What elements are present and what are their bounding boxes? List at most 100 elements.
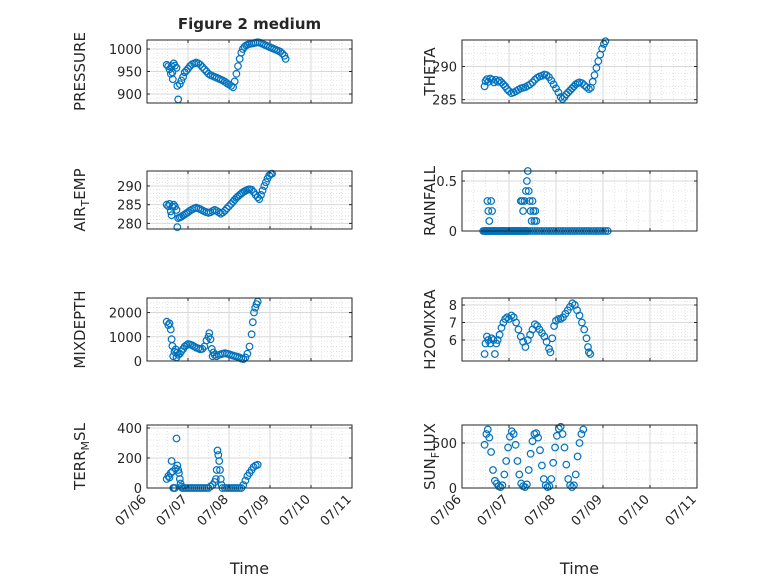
data-point [503, 85, 512, 93]
x-axis-label: Time [559, 559, 599, 578]
data-point [575, 439, 584, 447]
data-point [257, 190, 265, 199]
y-tick-label: 500 [432, 437, 457, 452]
data-point [566, 481, 574, 490]
data-point [507, 311, 516, 320]
data-point [245, 342, 254, 351]
data-point [570, 481, 578, 490]
data-point [518, 197, 527, 205]
data-point [554, 88, 563, 97]
data-point [166, 325, 175, 334]
data-series [162, 297, 262, 364]
data-point [528, 78, 537, 87]
data-point [260, 182, 269, 190]
y-tick-label: 0 [449, 225, 457, 240]
data-point [531, 320, 539, 329]
data-point [554, 315, 563, 323]
subplot-8: 0 500 07/06 07/07 07/08 07/09 07/10 07/11 SUNFLU… [421, 422, 700, 578]
data-point [578, 79, 586, 87]
data-point [491, 350, 499, 358]
data-point [258, 186, 267, 195]
data-point [248, 318, 257, 327]
data-point [522, 187, 530, 195]
data-point [480, 440, 489, 449]
data-point [174, 95, 183, 104]
data-point [526, 80, 534, 89]
y-tick-label: 285 [117, 199, 142, 214]
data-point [234, 62, 242, 70]
data-point [206, 482, 215, 491]
data-point [598, 44, 606, 53]
data-point [232, 69, 241, 78]
subplot-3: 280 285 290 AIRTEMP [71, 168, 353, 232]
data-point [255, 195, 264, 204]
data-point [164, 321, 173, 330]
x-tick-label: 07/09 [569, 492, 606, 529]
data-point [519, 207, 527, 215]
x-tick-label: 07/06 [428, 492, 465, 529]
y-axis-label: PRESSURE [71, 32, 89, 111]
axes-frame [461, 39, 698, 104]
data-point [200, 65, 209, 74]
data-point [220, 206, 229, 215]
data-point [548, 334, 557, 343]
y-axis-label: AIRTEMP [71, 168, 92, 231]
data-point [499, 80, 508, 89]
data-point [207, 345, 216, 353]
data-point [521, 343, 530, 351]
data-point [278, 49, 287, 58]
data-point [578, 318, 586, 327]
data-point [515, 470, 524, 479]
data-point [571, 470, 580, 479]
data-point [542, 337, 551, 346]
data-series [162, 38, 290, 104]
data-point [541, 481, 550, 490]
data-point [487, 448, 496, 456]
data-point [247, 330, 256, 339]
data-point [545, 482, 554, 491]
data-point [513, 457, 522, 465]
data-point [528, 197, 537, 205]
y-axis-label: RAINFALL [421, 165, 439, 236]
data-point [496, 483, 505, 492]
data-point [483, 425, 492, 434]
data-point [592, 63, 601, 72]
data-point [525, 197, 534, 205]
data-point [584, 343, 592, 351]
data-point [225, 202, 233, 211]
data-point [551, 443, 559, 452]
data-point [498, 481, 507, 490]
data-point [480, 82, 489, 91]
data-point [545, 344, 553, 353]
x-tick-label: 07/10 [277, 492, 314, 529]
data-point [547, 76, 556, 85]
data-point [488, 207, 497, 215]
data-point [549, 80, 558, 89]
x-tick-label: 07/08 [195, 492, 232, 529]
data-point [509, 430, 518, 438]
y-tick-label: 285 [432, 94, 457, 109]
data-point [483, 197, 492, 205]
x-tick-label: 07/11 [663, 492, 700, 529]
data-point [493, 336, 502, 344]
data-point [198, 63, 207, 71]
data-point [268, 169, 277, 178]
data-point [556, 422, 565, 431]
data-point [532, 429, 541, 438]
data-point [172, 434, 181, 443]
y-tick-label: 0 [134, 355, 142, 370]
data-point [582, 83, 591, 91]
y-tick-label: 2000 [109, 307, 142, 322]
axes-frame [146, 170, 353, 230]
axes-frame [146, 424, 353, 489]
data-point [281, 55, 290, 63]
data-point [531, 207, 540, 215]
data-point [520, 197, 529, 205]
data-point [550, 322, 558, 330]
y-tick-label: 0.5 [436, 175, 457, 190]
axes-frame [146, 297, 353, 362]
data-point [502, 457, 511, 465]
data-point [174, 466, 183, 474]
data-series [480, 299, 595, 358]
